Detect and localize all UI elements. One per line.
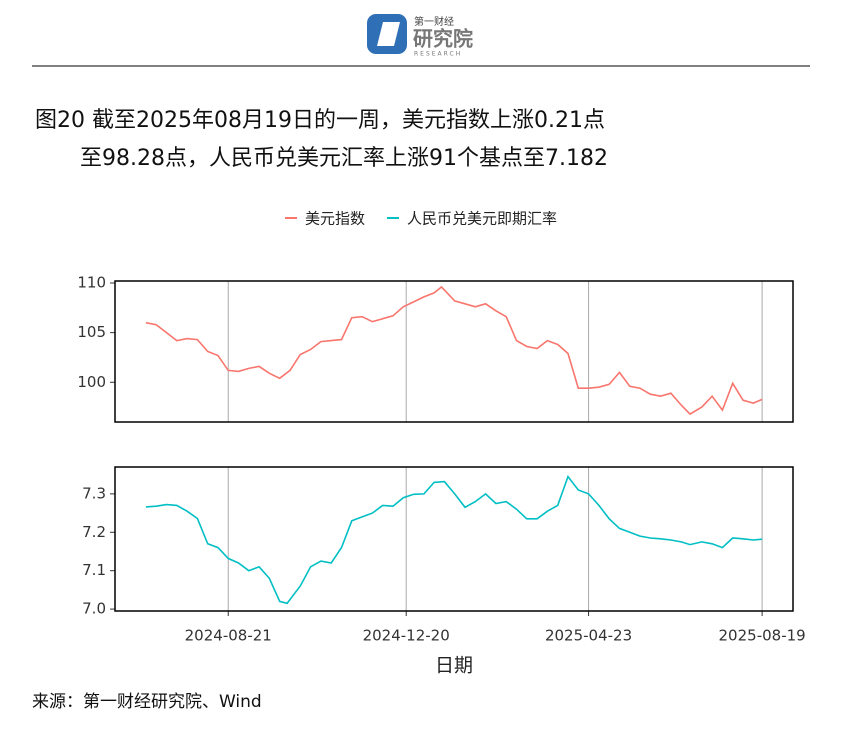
y-tick-label: 110 xyxy=(77,273,106,291)
logo-glyph xyxy=(377,22,400,46)
x-tick-label: 2024-12-20 xyxy=(363,627,450,645)
y-tick-label: 7.0 xyxy=(82,600,106,618)
x-tick-label: 2025-04-23 xyxy=(545,627,632,645)
legend-label: 人民币兑美元即期汇率 xyxy=(407,210,557,228)
x-tick-label: 2024-08-21 xyxy=(185,627,272,645)
y-tick-label: 7.3 xyxy=(82,484,106,502)
y-tick-label: 105 xyxy=(77,323,106,341)
source: 来源：第一财经研究院、Wind xyxy=(32,692,262,712)
title-line: 图20 截至2025年08月19日的一周，美元指数上涨0.21点 xyxy=(35,108,605,133)
title-line: 至98.28点，人民币兑美元汇率上涨91个基点至7.182 xyxy=(80,146,608,171)
logo-name: 研究院 xyxy=(413,27,473,51)
y-tick-label: 7.2 xyxy=(82,523,106,541)
y-tick-label: 100 xyxy=(77,373,106,391)
plot-frame xyxy=(114,466,794,612)
x-tick-label: 2025-08-19 xyxy=(719,627,806,645)
series-line xyxy=(145,474,763,605)
legend-label: 美元指数 xyxy=(305,210,365,228)
logo-small: 第一财经 xyxy=(414,15,454,28)
plot-frame xyxy=(114,280,794,423)
series-line xyxy=(145,285,763,416)
y-tick-label: 7.1 xyxy=(82,561,106,579)
logo-sub: RESEARCH xyxy=(414,51,462,58)
x-axis-title: 日期 xyxy=(435,655,473,677)
